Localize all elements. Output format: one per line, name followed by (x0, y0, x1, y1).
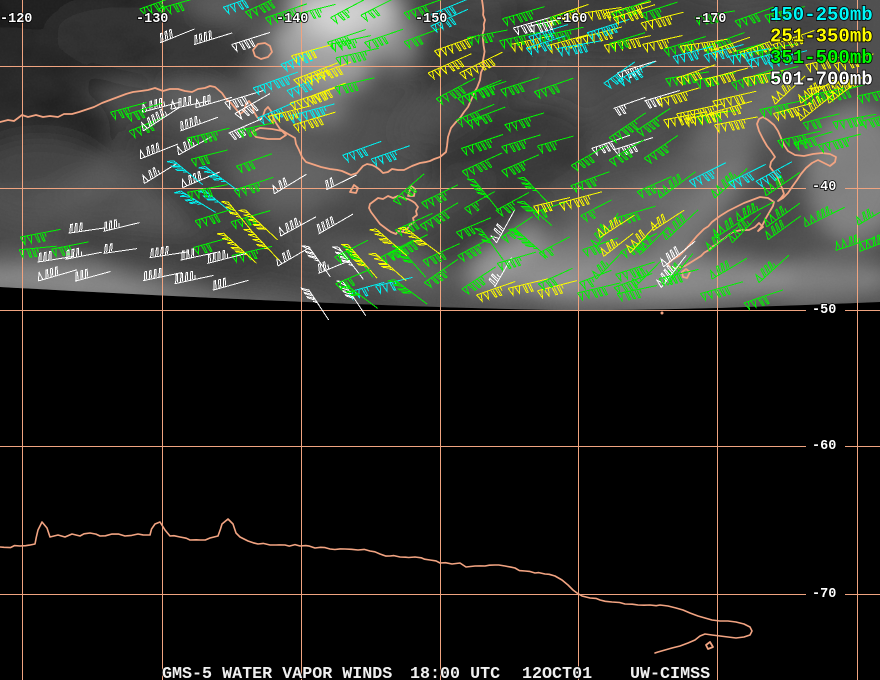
svg-text:-60: -60 (812, 439, 836, 454)
svg-text:-140: -140 (276, 12, 308, 27)
svg-text:-120: -120 (0, 12, 32, 27)
svg-text:-130: -130 (136, 12, 168, 27)
svg-text:-50: -50 (812, 303, 836, 318)
svg-text:501-700mb: 501-700mb (770, 69, 873, 91)
svg-text:351-500mb: 351-500mb (770, 47, 873, 69)
svg-text:UW-CIMSS: UW-CIMSS (630, 665, 710, 680)
svg-text:251-350mb: 251-350mb (770, 26, 873, 48)
svg-text:12OCT01: 12OCT01 (522, 665, 592, 680)
svg-text:-170: -170 (694, 12, 726, 27)
svg-text:150-250mb: 150-250mb (770, 4, 873, 26)
svg-text:GMS-5 WATER VAPOR WINDS: GMS-5 WATER VAPOR WINDS (162, 665, 392, 680)
svg-text:-160: -160 (555, 12, 587, 27)
svg-text:-150: -150 (415, 12, 447, 27)
svg-text:-70: -70 (812, 587, 836, 602)
svg-text:-40: -40 (812, 180, 836, 195)
svg-text:18:00 UTC: 18:00 UTC (410, 665, 500, 680)
